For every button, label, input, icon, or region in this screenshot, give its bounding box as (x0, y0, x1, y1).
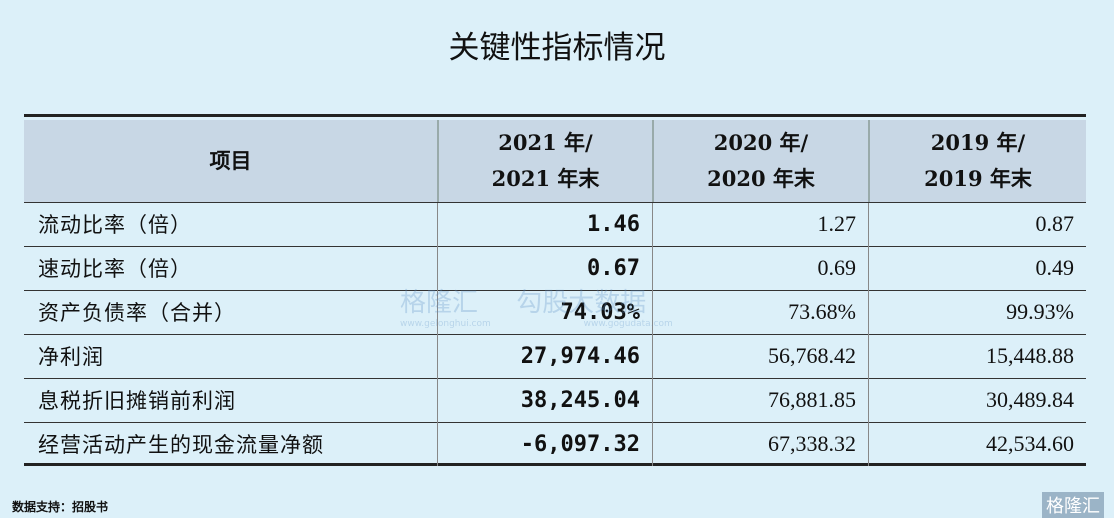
value-cell: 0.69 (652, 246, 868, 290)
value-cell: 73.68% (652, 290, 868, 334)
table: 项目 2021 年/2021 年末 2020 年/2020 年末 2019 年/201… (24, 114, 1086, 466)
header-text: 2021 年末 (491, 166, 600, 191)
value-cell: 30,489.84 (868, 378, 1086, 422)
value-cell: 74.03% (437, 290, 652, 334)
watermark: 格隆汇 勾股大数据 www.gelonghui.com www.gogudata… (400, 282, 673, 329)
value-cell: 27,974.46 (437, 334, 652, 378)
row-label: 息税折旧摊销前利润 (38, 389, 236, 413)
header-text: 项目 (209, 148, 252, 173)
row-label: 经营活动产生的现金流量净额 (38, 433, 324, 457)
value-cell: -6,097.32 (437, 422, 652, 466)
header-cell: 2019 年/2019 年末 (868, 120, 1086, 202)
value-cell: 15,448.88 (868, 334, 1086, 378)
value-cell: 1.27 (652, 202, 868, 246)
value-cell: 67,338.32 (652, 422, 868, 466)
header-cell: 项目 (24, 120, 437, 202)
value-cell: 0.67 (437, 246, 652, 290)
row-label: 速动比率（倍） (38, 257, 192, 281)
header-text: 2021 年/ (498, 130, 593, 155)
value-cell: 99.93% (868, 290, 1086, 334)
row-divider (24, 378, 1086, 379)
logo: 格隆汇 (1042, 492, 1104, 518)
watermark-url: www.gogudata.com (583, 319, 673, 329)
row-label: 净利润 (38, 345, 104, 369)
value-cell: 42,534.60 (868, 422, 1086, 466)
header-text: 2020 年/ (713, 130, 809, 155)
header-cell: 2020 年/2020 年末 (652, 120, 868, 202)
value-cell: 0.87 (868, 202, 1086, 246)
value-cell: 76,881.85 (652, 378, 868, 422)
row-label: 流动比率（倍） (38, 213, 192, 237)
row-divider (24, 422, 1086, 423)
value-cell: 56,768.42 (652, 334, 868, 378)
value-cell: 0.49 (868, 246, 1086, 290)
value-cell: 38,245.04 (437, 378, 652, 422)
row-divider (24, 246, 1086, 247)
watermark-brand: 勾股大数据 (516, 288, 647, 318)
value-cell: 1.46 (437, 202, 652, 246)
row-label: 资产负债率（合并） (38, 301, 236, 325)
title: 关键性指标情况 (448, 30, 666, 66)
row-divider (24, 334, 1086, 335)
watermark-brand: 格隆汇 (400, 288, 479, 318)
row-divider (24, 202, 1086, 203)
row-divider (24, 290, 1086, 291)
header-cell: 2021 年/2021 年末 (437, 120, 652, 202)
source-note: 数据支持：招股书 (12, 500, 109, 514)
header-text: 2019 年末 (924, 166, 1032, 191)
header-text: 2020 年末 (707, 166, 815, 191)
watermark-url: www.gelonghui.com (400, 319, 491, 329)
header-text: 2019 年/ (930, 130, 1026, 155)
